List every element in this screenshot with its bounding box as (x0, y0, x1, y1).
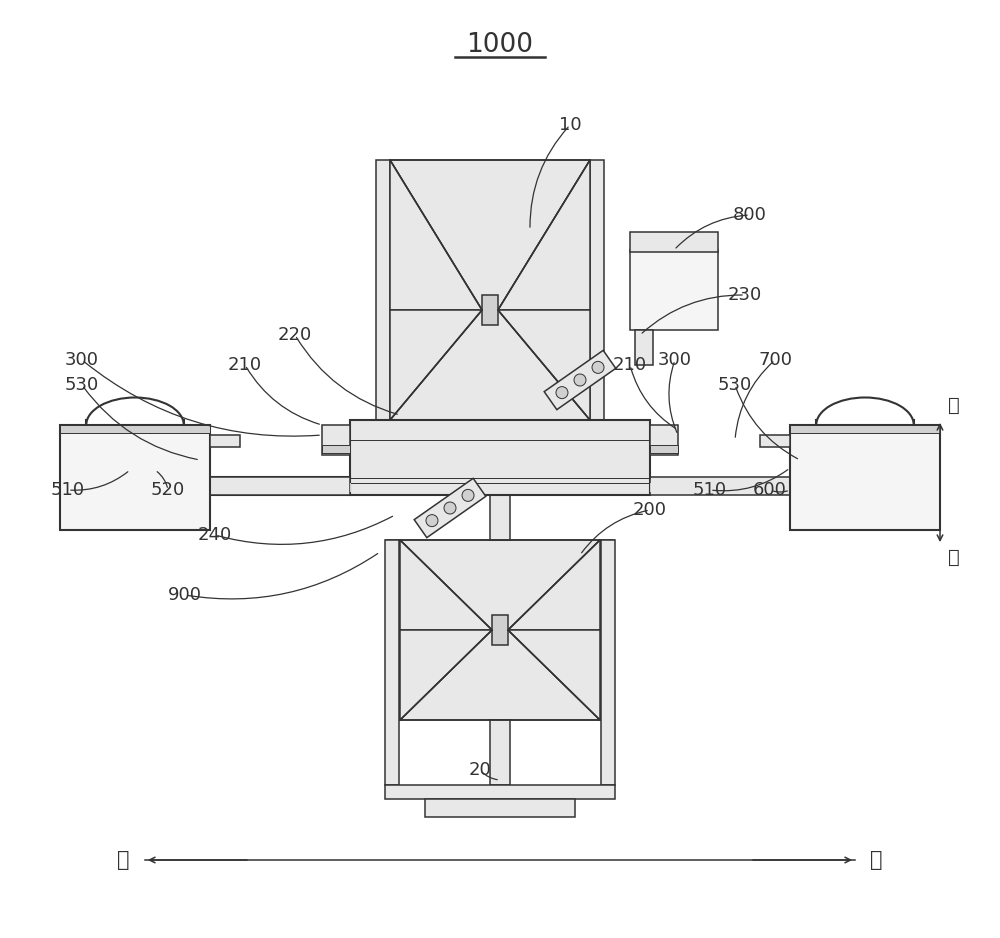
Polygon shape (508, 630, 600, 720)
Bar (386, 540, 400, 720)
Bar (790, 425, 940, 433)
Polygon shape (400, 540, 600, 630)
Text: 520: 520 (151, 481, 185, 499)
Polygon shape (390, 310, 590, 420)
Bar (60, 425, 210, 530)
Bar (490, 495, 510, 540)
Bar (492, 615, 508, 645)
Bar (760, 435, 790, 447)
Text: 530: 530 (718, 376, 752, 394)
Text: 700: 700 (758, 351, 792, 369)
Circle shape (444, 502, 456, 514)
Text: 800: 800 (733, 206, 767, 224)
Text: 10: 10 (559, 116, 581, 134)
Bar (350, 420, 650, 495)
Polygon shape (498, 160, 590, 310)
Circle shape (462, 490, 474, 502)
Text: 510: 510 (693, 481, 727, 499)
Bar (425, 799, 575, 817)
Bar (630, 232, 718, 252)
Text: 210: 210 (228, 356, 262, 374)
Circle shape (574, 374, 586, 386)
Circle shape (426, 515, 438, 526)
Text: 上: 上 (948, 396, 960, 415)
Bar (650, 425, 678, 455)
Text: 240: 240 (198, 526, 232, 544)
Bar (601, 540, 615, 785)
Text: 1000: 1000 (466, 32, 534, 58)
Polygon shape (414, 478, 486, 537)
Bar (376, 160, 390, 420)
Text: 200: 200 (633, 501, 667, 519)
Text: 210: 210 (613, 356, 647, 374)
Text: 600: 600 (753, 481, 787, 499)
Bar (650, 445, 678, 453)
Text: 530: 530 (65, 376, 99, 394)
Circle shape (556, 386, 568, 399)
Circle shape (592, 361, 604, 373)
Text: 230: 230 (728, 286, 762, 304)
Text: 300: 300 (658, 351, 692, 369)
Bar (790, 425, 940, 530)
Bar (650, 477, 830, 495)
Bar (590, 160, 604, 420)
Polygon shape (390, 160, 482, 310)
Polygon shape (400, 630, 600, 720)
Bar (490, 720, 510, 785)
Bar (630, 250, 718, 330)
Text: 下: 下 (948, 548, 960, 567)
Bar (385, 540, 399, 785)
Bar (385, 785, 615, 799)
Bar (210, 435, 240, 447)
Text: 510: 510 (51, 481, 85, 499)
Text: 300: 300 (65, 351, 99, 369)
Bar (635, 330, 653, 365)
Polygon shape (508, 540, 600, 630)
Polygon shape (400, 540, 492, 630)
Polygon shape (498, 310, 590, 420)
Text: 900: 900 (168, 586, 202, 604)
Text: 20: 20 (469, 761, 491, 779)
Bar (60, 425, 210, 433)
Text: 220: 220 (278, 326, 312, 344)
Bar (322, 445, 350, 453)
Text: 左: 左 (118, 850, 130, 870)
Polygon shape (400, 630, 492, 720)
Polygon shape (390, 310, 482, 420)
Text: 右: 右 (870, 850, 883, 870)
Polygon shape (544, 350, 616, 410)
Bar (482, 295, 498, 325)
Bar (322, 425, 350, 455)
Polygon shape (390, 160, 590, 310)
Bar (600, 540, 614, 720)
Bar (170, 477, 350, 495)
